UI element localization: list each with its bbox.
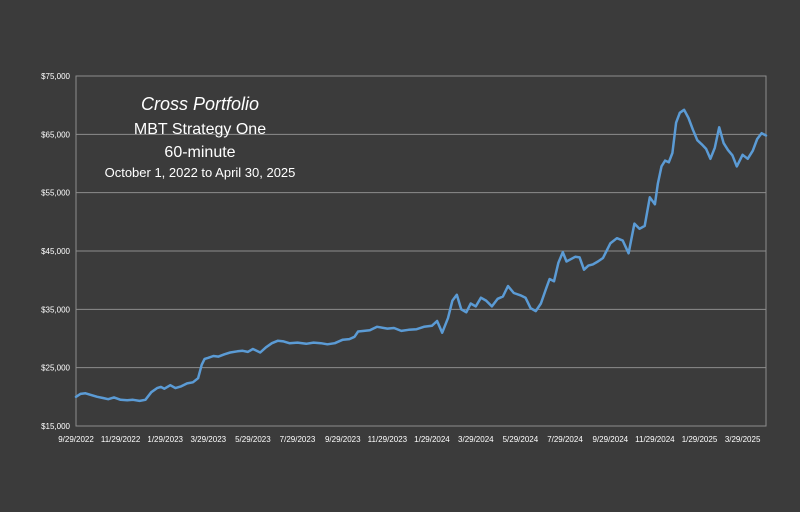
y-tick-label: $25,000 bbox=[41, 364, 70, 373]
chart-subtitle-strategy: MBT Strategy One bbox=[134, 121, 266, 138]
y-axis-tick-labels: $15,000 $25,000 $35,000 $45,000 $55,000 $65,0… bbox=[41, 72, 70, 431]
x-tick-label: 3/29/2023 bbox=[191, 435, 227, 444]
x-tick-label: 7/29/2024 bbox=[547, 435, 583, 444]
chart-title: Cross Portfolio bbox=[141, 94, 259, 114]
chart-subtitle-daterange: October 1, 2022 to April 30, 2025 bbox=[105, 165, 296, 180]
y-tick-label: $65,000 bbox=[41, 130, 70, 139]
y-tick-label: $45,000 bbox=[41, 247, 70, 256]
x-tick-label: 9/29/2022 bbox=[58, 435, 94, 444]
x-tick-label: 3/29/2024 bbox=[458, 435, 494, 444]
y-tick-label: $35,000 bbox=[41, 305, 70, 314]
y-tick-label: $15,000 bbox=[41, 422, 70, 431]
x-tick-label: 5/29/2023 bbox=[235, 435, 271, 444]
x-tick-label: 9/29/2024 bbox=[593, 435, 629, 444]
x-axis-tick-labels: 9/29/2022 11/29/2022 1/29/2023 3/29/2023 5/2… bbox=[58, 435, 761, 444]
x-tick-label: 1/29/2024 bbox=[414, 435, 450, 444]
x-tick-label: 11/29/2023 bbox=[368, 435, 408, 444]
x-tick-label: 1/29/2023 bbox=[147, 435, 183, 444]
x-tick-label: 7/29/2023 bbox=[280, 435, 316, 444]
x-tick-label: 9/29/2023 bbox=[325, 435, 361, 444]
x-tick-label: 11/29/2022 bbox=[101, 435, 141, 444]
x-tick-label: 1/29/2025 bbox=[682, 435, 718, 444]
y-tick-label: $55,000 bbox=[41, 189, 70, 198]
y-tick-label: $75,000 bbox=[41, 72, 70, 81]
chart-subtitle-timeframe: 60-minute bbox=[164, 144, 235, 161]
plot-area-border bbox=[75, 75, 767, 427]
equity-curve-line bbox=[74, 108, 768, 403]
series-layer bbox=[74, 108, 768, 403]
x-tick-label: 3/29/2025 bbox=[725, 435, 761, 444]
x-tick-label: 5/29/2024 bbox=[503, 435, 539, 444]
x-tick-label: 11/29/2024 bbox=[635, 435, 675, 444]
chart-title-block: Cross Portfolio MBT Strategy One 60-minu… bbox=[105, 94, 296, 180]
